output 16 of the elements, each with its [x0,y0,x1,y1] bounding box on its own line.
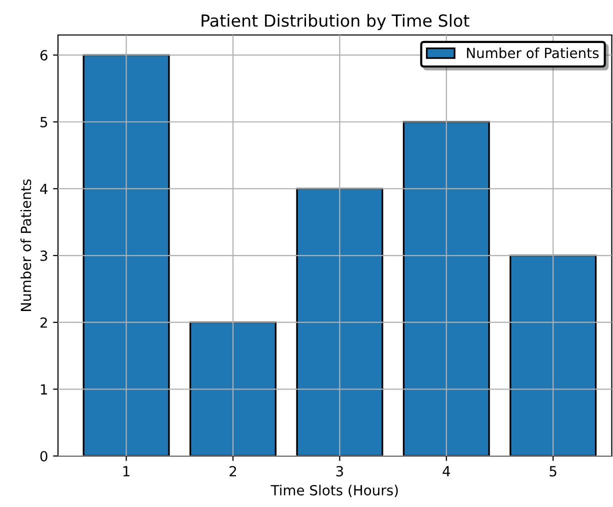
legend-label: Number of Patients [467,48,599,58]
y-tick-label: 2 [40,317,47,328]
y-tick-label: 3 [40,250,48,261]
chart-title: Patient Distribution by Time Slot [202,14,470,30]
x-tick-label: 3 [336,466,343,476]
y-tick-label: 4 [40,184,48,194]
y-tick-label: 5 [40,117,48,128]
x-tick-label: 5 [550,466,556,476]
y-tick-label: 0 [40,450,48,462]
x-tick-label: 2 [230,466,236,476]
x-tick-label: 4 [442,466,450,476]
x-axis-title: Time Slots (Hours) [270,484,398,498]
y-axis-title: Number of Patients [20,179,32,311]
y-tick-label: 6 [40,50,48,61]
y-tick-label: 1 [40,384,47,394]
x-tick-label: 1 [123,466,130,476]
